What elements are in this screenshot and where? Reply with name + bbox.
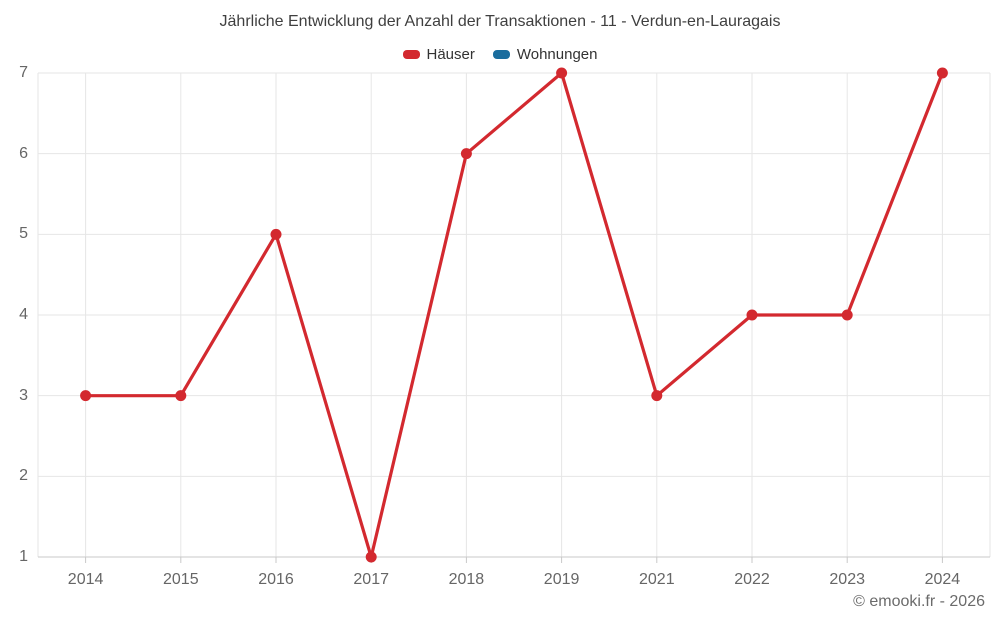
data-point-marker[interactable] <box>270 228 282 240</box>
legend-item-wohnungen[interactable]: Wohnungen <box>492 46 598 63</box>
x-axis-label: 2014 <box>67 571 104 588</box>
data-point-marker[interactable] <box>460 148 472 160</box>
data-point-marker[interactable] <box>746 309 758 321</box>
x-axis-label: 2023 <box>829 571 865 588</box>
data-point-marker[interactable] <box>556 67 568 79</box>
chart-title: Jährliche Entwicklung der Anzahl der Tra… <box>219 13 781 30</box>
y-axis-label: 5 <box>19 225 28 243</box>
x-axis-label: 2017 <box>353 571 389 588</box>
legend-item-haeuser[interactable]: Häuser <box>402 46 475 63</box>
series-line <box>85 71 944 559</box>
legend-label-haeuser: Häuser <box>426 46 475 63</box>
credit-text: © emooki.fr - 2026 <box>853 593 985 610</box>
x-axis-label: 2016 <box>258 571 294 588</box>
data-point-marker[interactable] <box>841 309 853 321</box>
y-axis-label: 3 <box>19 386 28 404</box>
x-axis-label: 2021 <box>639 571 675 588</box>
legend: Häuser Wohnungen <box>0 46 1000 63</box>
x-axis-label: 2019 <box>543 571 580 588</box>
data-point-marker[interactable] <box>80 390 92 402</box>
y-axis-label: 2 <box>19 467 28 485</box>
y-axis-label: 1 <box>19 548 28 565</box>
y-axis-label: 7 <box>19 64 28 81</box>
data-point-marker[interactable] <box>936 67 948 79</box>
x-axis-label: 2018 <box>448 571 485 588</box>
legend-label-wohnungen: Wohnungen <box>516 46 598 63</box>
data-point-marker[interactable] <box>651 390 663 402</box>
x-axis-label: 2015 <box>163 571 199 588</box>
legend-swatch-haeuser-icon <box>402 50 420 59</box>
data-point-marker[interactable] <box>175 390 187 402</box>
x-axis-label: 2024 <box>924 571 961 588</box>
x-axis-label: 2022 <box>734 571 770 588</box>
y-axis-label: 4 <box>19 306 28 323</box>
data-point-marker[interactable] <box>365 551 377 563</box>
y-axis-label: 6 <box>19 144 28 162</box>
legend-swatch-wohnungen-icon <box>492 50 510 59</box>
